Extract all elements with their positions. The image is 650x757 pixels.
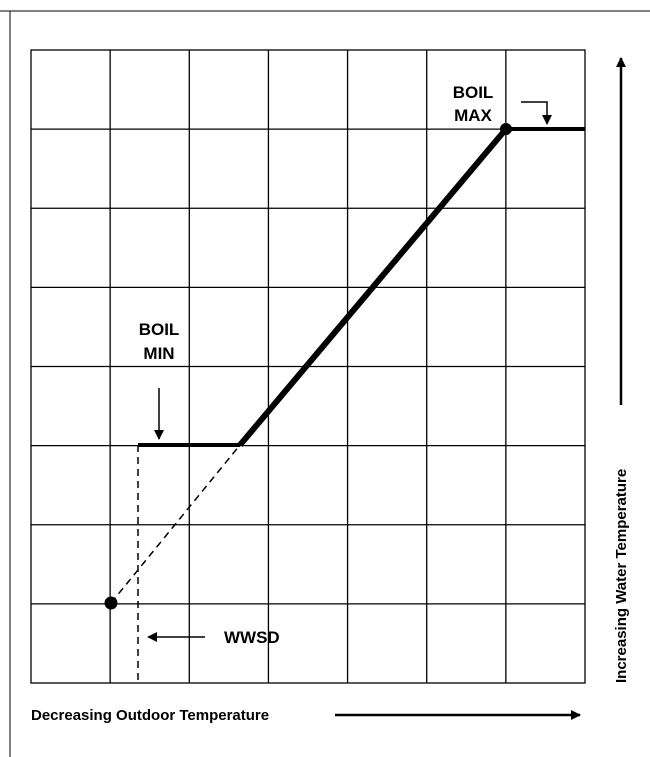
x-axis-title: Decreasing Outdoor Temperature (31, 707, 269, 724)
wwsd-extension-dashed-line (110, 444, 241, 604)
boil-max-arrow (521, 101, 552, 125)
y-axis-title: Increasing Water Temperature (613, 469, 630, 683)
boil-min-label-line2: MIN (143, 344, 174, 363)
wwsd-point (104, 596, 118, 610)
boil-max-label-line2: MAX (454, 106, 492, 125)
boil-min-label-line1: BOIL (139, 320, 180, 339)
boil-max-point (500, 123, 512, 135)
reset-ramp-segment (237, 127, 509, 447)
boil-max-label-line1: BOIL (453, 83, 494, 102)
wwsd-label: WWSD (224, 628, 280, 647)
